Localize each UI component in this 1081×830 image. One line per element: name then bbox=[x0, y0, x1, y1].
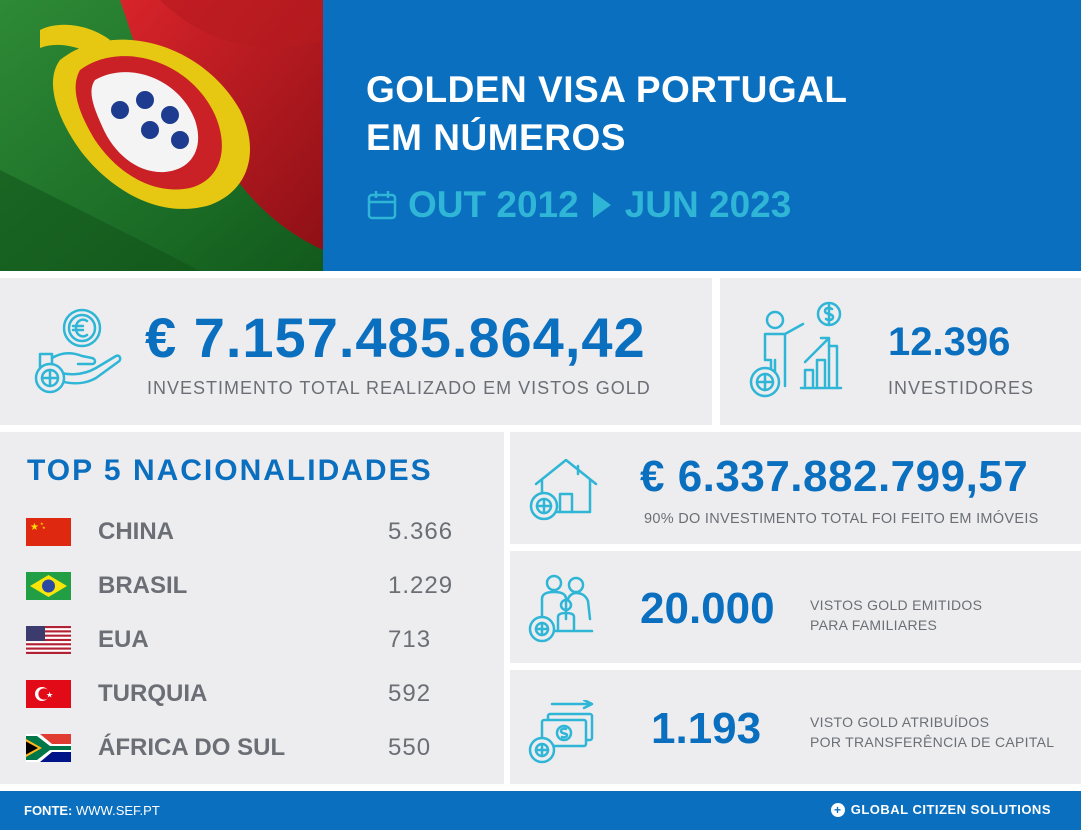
footer-bar: FONTE: WWW.SEF.PT + GLOBAL CITIZEN SOLUT… bbox=[0, 791, 1081, 830]
top5-nationalities-card: TOP 5 NACIONALIDADES ★ ★ ★ CHINA 5.366 BRA… bbox=[0, 432, 504, 784]
nationality-name: EUA bbox=[98, 626, 149, 653]
nationality-name: BRASIL bbox=[98, 572, 188, 599]
period-end: JUN 2023 bbox=[624, 184, 792, 225]
title-line-1: GOLDEN VISA PORTUGAL bbox=[366, 69, 848, 110]
nationality-name: ÁFRICA DO SUL bbox=[98, 734, 286, 761]
family-card: 20.000 VISTOS GOLD EMITIDOS PARA FAMILIA… bbox=[510, 551, 1081, 663]
real-estate-label: 90% DO INVESTIMENTO TOTAL FOI FEITO EM I… bbox=[644, 511, 1039, 527]
list-item: ★ ★ ★ CHINA 5.366 bbox=[26, 512, 466, 552]
period-start: OUT 2012 bbox=[408, 184, 579, 225]
list-item: ÁFRICA DO SUL 550 bbox=[26, 728, 466, 768]
footer-source-link[interactable]: WWW.SEF.PT bbox=[76, 803, 160, 818]
top5-title: TOP 5 NACIONALIDADES bbox=[27, 454, 433, 487]
title-line-2: EM NÚMEROS bbox=[366, 117, 626, 158]
investors-label: INVESTIDORES bbox=[888, 378, 1035, 398]
house-icon bbox=[529, 458, 598, 521]
header-banner: GOLDEN VISA PORTUGAL EM NÚMEROS OUT 2012… bbox=[323, 0, 1081, 271]
nationality-name: CHINA bbox=[98, 518, 174, 545]
capital-label: VISTO GOLD ATRIBUÍDOS POR TRANSFERÊNCIA … bbox=[810, 712, 1054, 752]
portugal-flag-photo bbox=[0, 0, 323, 271]
family-label: VISTOS GOLD EMITIDOS PARA FAMILIARES bbox=[810, 595, 982, 635]
nationality-value: 5.366 bbox=[388, 518, 454, 545]
svg-text:★: ★ bbox=[46, 691, 53, 700]
capital-value: 1.193 bbox=[651, 704, 762, 753]
calendar-icon bbox=[367, 191, 397, 220]
footer-brand: + GLOBAL CITIZEN SOLUTIONS bbox=[830, 802, 1051, 817]
family-icon bbox=[528, 574, 594, 643]
total-investment-label: INVESTIMENTO TOTAL REALIZADO EM VISTOS G… bbox=[147, 378, 651, 398]
svg-text:★: ★ bbox=[40, 521, 44, 526]
turkey-flag: ★ bbox=[26, 680, 71, 708]
total-investment-value: € 7.157.485.864,42 bbox=[145, 306, 646, 369]
money-transfer-icon bbox=[528, 700, 594, 764]
family-label-line-2: PARA FAMILIARES bbox=[810, 617, 938, 633]
real-estate-card: € 6.337.882.799,57 90% DO INVESTIMENTO T… bbox=[510, 432, 1081, 544]
china-flag: ★ ★ ★ bbox=[26, 518, 71, 546]
nationality-value: 550 bbox=[388, 734, 432, 761]
nationality-value: 592 bbox=[388, 680, 432, 707]
footer-source: FONTE: WWW.SEF.PT bbox=[24, 803, 160, 818]
family-value: 20.000 bbox=[640, 584, 775, 633]
list-item: ★ TURQUIA 592 bbox=[26, 674, 466, 714]
usa-flag bbox=[26, 626, 71, 654]
hand-euro-coin-icon bbox=[34, 308, 122, 394]
nationality-value: 713 bbox=[388, 626, 432, 653]
family-label-line-1: VISTOS GOLD EMITIDOS bbox=[810, 597, 983, 613]
period-range: OUT 2012 JUN 2023 bbox=[366, 180, 791, 230]
capital-transfer-card: 1.193 VISTO GOLD ATRIBUÍDOS POR TRANSFER… bbox=[510, 670, 1081, 784]
brazil-flag bbox=[26, 572, 71, 600]
footer-source-label: FONTE: bbox=[24, 803, 73, 818]
list-item: EUA 713 bbox=[26, 620, 466, 660]
capital-label-line-1: VISTO GOLD ATRIBUÍDOS bbox=[810, 714, 990, 730]
svg-text:★: ★ bbox=[42, 525, 46, 530]
investor-growth-chart-icon bbox=[749, 301, 843, 398]
south-africa-flag bbox=[26, 734, 71, 762]
investors-card: 12.396 INVESTIDORES bbox=[720, 278, 1081, 425]
nationality-value: 1.229 bbox=[388, 572, 454, 599]
plus-circle-icon: + bbox=[830, 802, 845, 817]
total-investment-card: € 7.157.485.864,42 INVESTIMENTO TOTAL RE… bbox=[0, 278, 712, 425]
arrow-right-icon bbox=[592, 192, 611, 218]
real-estate-value: € 6.337.882.799,57 bbox=[640, 452, 1029, 501]
brand-name: GLOBAL CITIZEN SOLUTIONS bbox=[850, 802, 1051, 817]
page-title: GOLDEN VISA PORTUGAL EM NÚMEROS bbox=[366, 66, 847, 162]
svg-text:★: ★ bbox=[30, 522, 39, 533]
list-item: BRASIL 1.229 bbox=[26, 566, 466, 606]
nationality-name: TURQUIA bbox=[98, 680, 208, 707]
investors-value: 12.396 bbox=[888, 320, 1011, 364]
capital-label-line-2: POR TRANSFERÊNCIA DE CAPITAL bbox=[810, 734, 1055, 750]
